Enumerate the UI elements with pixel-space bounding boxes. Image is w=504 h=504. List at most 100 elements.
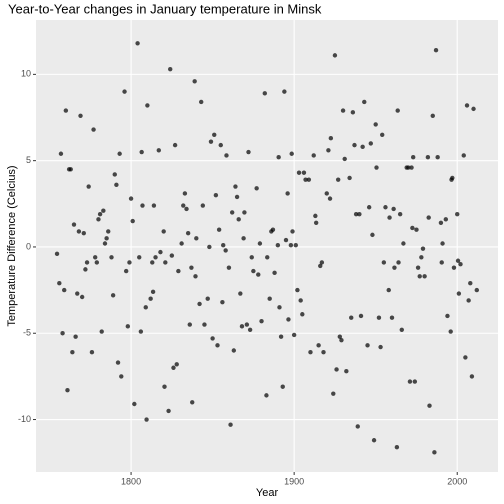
point: [328, 136, 334, 141]
point: [347, 175, 352, 181]
point: [54, 251, 60, 257]
point: [407, 379, 413, 384]
point: [419, 255, 424, 260]
point: [228, 422, 233, 427]
point: [426, 215, 431, 220]
point: [226, 265, 232, 270]
point: [207, 244, 212, 250]
point: [474, 287, 479, 293]
point: [244, 322, 250, 327]
point: [397, 211, 403, 217]
point: [213, 192, 219, 198]
point: [125, 324, 131, 329]
point: [344, 369, 349, 374]
point: [236, 217, 241, 222]
point: [265, 255, 270, 260]
point: [251, 268, 256, 274]
point: [171, 365, 176, 370]
point: [187, 322, 192, 327]
point: [197, 301, 202, 307]
point: [151, 203, 157, 208]
point: [137, 255, 142, 260]
point: [75, 291, 80, 296]
point: [270, 227, 276, 232]
point: [443, 217, 449, 222]
point: [286, 317, 291, 322]
point: [109, 255, 114, 260]
point: [396, 260, 401, 265]
point: [282, 89, 287, 94]
point: [321, 350, 326, 355]
point: [73, 334, 78, 339]
point: [391, 206, 396, 212]
point: [138, 329, 144, 334]
point: [370, 232, 375, 238]
point: [331, 391, 336, 396]
point: [63, 108, 69, 113]
point: [101, 208, 106, 213]
point: [184, 206, 189, 212]
point: [193, 274, 198, 279]
point: [350, 110, 356, 115]
point: [221, 243, 226, 248]
y-tick-label: -10: [18, 414, 31, 424]
point: [102, 241, 108, 246]
point: [58, 151, 64, 156]
point: [139, 149, 144, 155]
point: [242, 210, 247, 215]
point: [420, 246, 426, 251]
point: [200, 203, 206, 208]
point: [181, 203, 186, 208]
point: [140, 203, 145, 208]
point: [60, 331, 65, 336]
point: [439, 260, 444, 265]
point: [65, 387, 70, 393]
point: [352, 142, 357, 148]
point: [76, 229, 82, 234]
point: [339, 337, 344, 343]
point: [332, 53, 338, 58]
point: [394, 444, 400, 450]
point: [455, 211, 460, 217]
point: [130, 218, 135, 224]
point: [254, 186, 259, 191]
point: [395, 108, 400, 113]
point: [110, 293, 116, 298]
point: [289, 151, 294, 156]
point: [262, 91, 267, 96]
point: [435, 155, 440, 160]
point: [163, 260, 168, 265]
point: [143, 305, 148, 310]
point: [466, 298, 471, 303]
point: [127, 260, 132, 265]
point: [179, 241, 184, 246]
point: [247, 327, 253, 332]
point: [387, 215, 392, 220]
point: [360, 144, 365, 150]
y-tick-label: 5: [26, 155, 31, 165]
point: [92, 255, 98, 260]
point: [355, 424, 360, 429]
point: [166, 408, 171, 414]
point: [415, 265, 421, 270]
point: [276, 155, 281, 160]
point: [301, 170, 307, 175]
point: [150, 289, 156, 295]
point: [464, 103, 470, 108]
point: [414, 227, 419, 232]
point: [86, 184, 91, 189]
point: [337, 334, 343, 339]
point: [316, 343, 321, 348]
point: [239, 324, 245, 329]
point: [246, 149, 251, 155]
point: [427, 403, 432, 408]
point: [471, 106, 476, 112]
point: [123, 268, 129, 274]
point: [288, 243, 294, 248]
point: [128, 196, 134, 201]
point: [223, 248, 228, 253]
point: [96, 217, 101, 222]
point: [358, 313, 364, 319]
point: [432, 450, 437, 455]
